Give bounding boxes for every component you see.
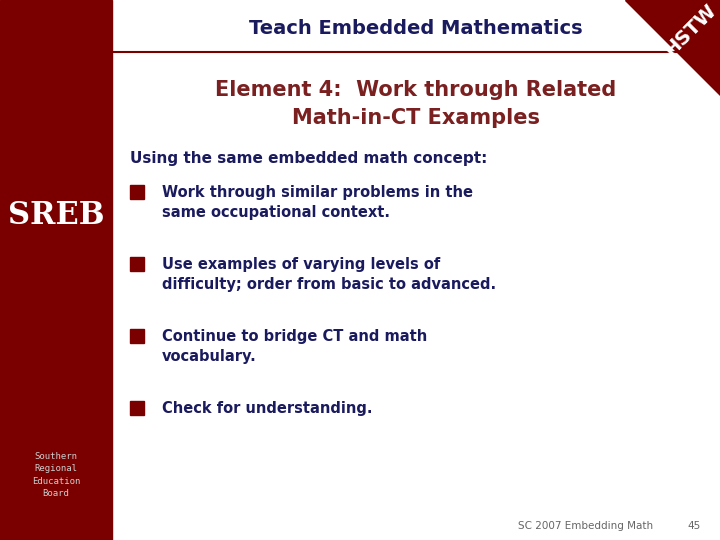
Bar: [0, 0, 112, 540]
Text: SREB: SREB: [8, 200, 104, 232]
Text: Work through similar problems in the: Work through similar problems in the: [162, 185, 473, 199]
Text: Check for understanding.: Check for understanding.: [162, 401, 372, 415]
Bar: [130, 185, 144, 199]
Text: Southern
Regional
Education
Board: Southern Regional Education Board: [32, 452, 80, 498]
Text: Use examples of varying levels of: Use examples of varying levels of: [162, 256, 440, 272]
Polygon shape: [625, 0, 720, 95]
Text: same occupational context.: same occupational context.: [162, 205, 390, 219]
Text: difficulty; order from basic to advanced.: difficulty; order from basic to advanced…: [162, 276, 496, 292]
Text: Teach Embedded Mathematics: Teach Embedded Mathematics: [249, 18, 582, 37]
Bar: [130, 257, 144, 271]
Text: Element 4:  Work through Related: Element 4: Work through Related: [215, 80, 616, 100]
Text: SC 2007 Embedding Math: SC 2007 Embedding Math: [518, 521, 654, 531]
Text: 45: 45: [688, 521, 701, 531]
Bar: [130, 329, 144, 343]
Text: vocabulary.: vocabulary.: [162, 348, 257, 363]
Text: Math-in-CT Examples: Math-in-CT Examples: [292, 108, 540, 128]
Text: Continue to bridge CT and math: Continue to bridge CT and math: [162, 328, 427, 343]
Bar: [130, 401, 144, 415]
Text: HSTW: HSTW: [660, 0, 720, 60]
Text: Using the same embedded math concept:: Using the same embedded math concept:: [130, 151, 487, 165]
